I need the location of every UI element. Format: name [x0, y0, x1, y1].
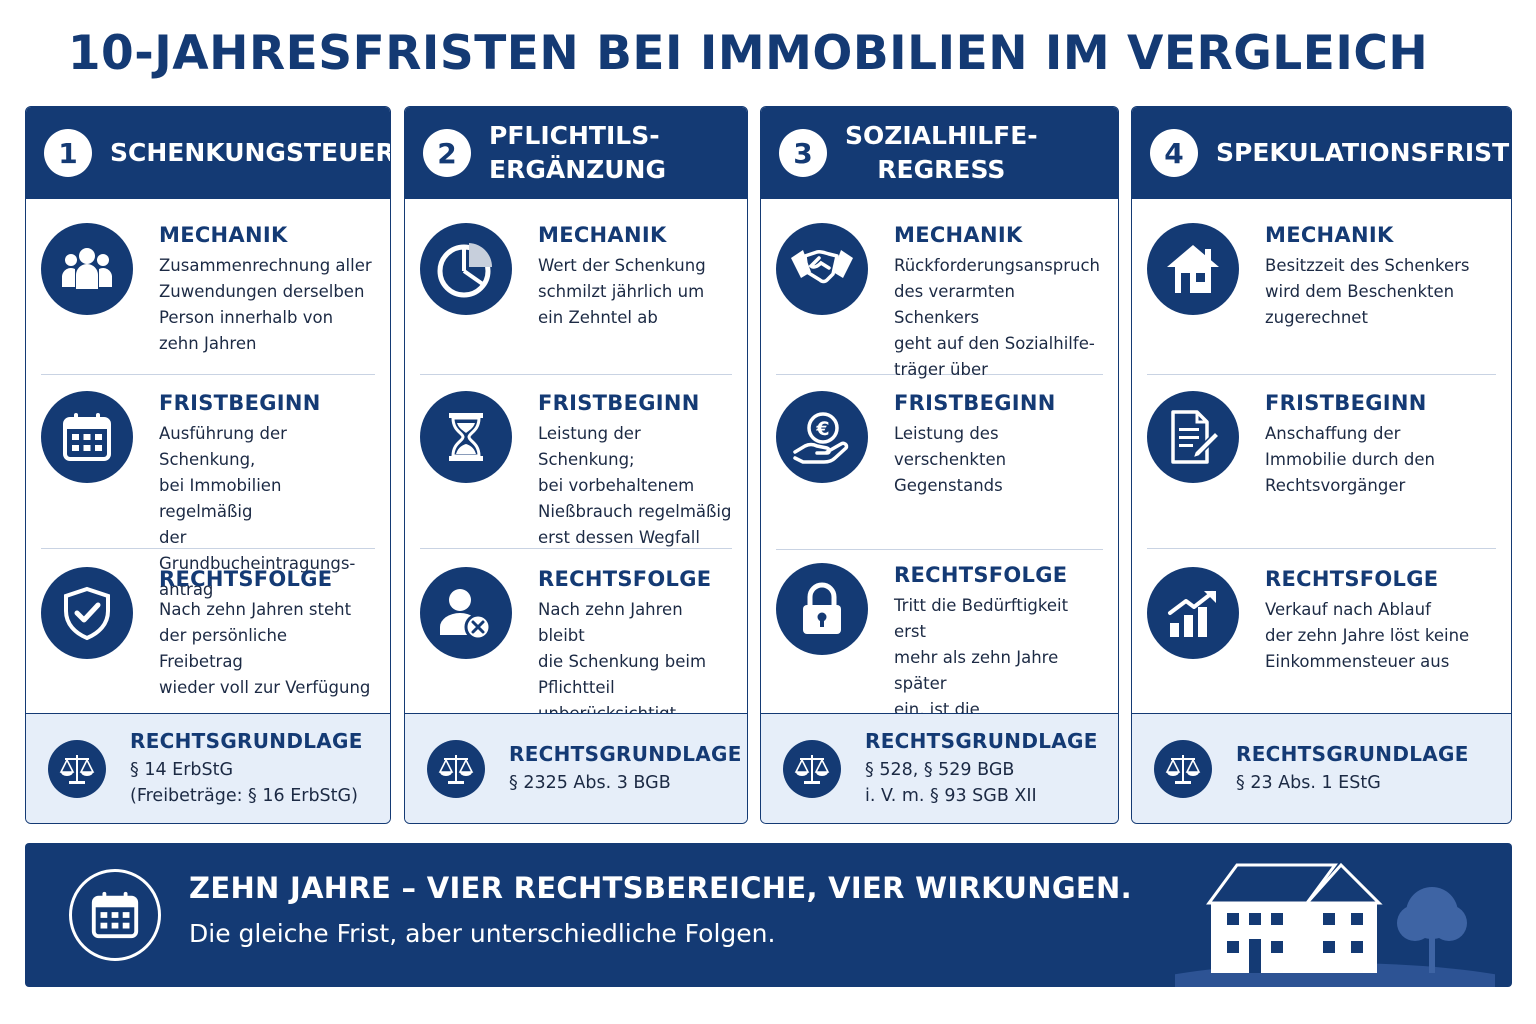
- calendar-icon: [69, 869, 161, 961]
- scales-icon: [48, 739, 106, 798]
- growth-chart-icon: [1147, 567, 1239, 659]
- rechtsfolge-label: RECHTSFOLGE: [538, 567, 712, 591]
- footer-banner: ZEHN JAHRE – VIER RECHTSBEREICHE, VIER W…: [25, 843, 1512, 987]
- number-badge: 1: [44, 129, 92, 177]
- section-rechtsfolge: RECHTSFOLGE Nach zehn Jahren steht der p…: [41, 567, 375, 707]
- rechtsgrundlage-text: § 2325 Abs. 3 BGB: [509, 772, 671, 793]
- column-header: 4 SPEKULATIONSFRIST: [1132, 107, 1511, 199]
- section-rechtsfolge: RECHTSFOLGE Nach zehn Jahren bleibt die …: [420, 567, 732, 723]
- page-title: 10-JAHRESFRISTEN BEI IMMOBILIEN IM VERGL…: [67, 26, 1429, 81]
- rechtsfolge-text: Nach zehn Jahren bleibt die Schenkung be…: [538, 600, 707, 723]
- column-header: 3 SOZIALHILFE- REGRESS: [761, 107, 1118, 199]
- footer-headline: ZEHN JAHRE – VIER RECHTSBEREICHE, VIER W…: [189, 871, 1132, 905]
- separator-line: [776, 549, 1103, 550]
- rechtsgrundlage-text: § 23 Abs. 1 EStG: [1236, 772, 1381, 793]
- rechtsgrundlage-text: § 528, § 529 BGB i. V. m. § 93 SGB XII: [865, 759, 1037, 806]
- section-fristbeginn: € FRISTBEGINN Leistung des verschenkten …: [776, 391, 1103, 655]
- rechtsfolge-label: RECHTSFOLGE: [159, 567, 333, 591]
- mechanik-text: Rückforderungsanspruch des verarmten Sch…: [894, 256, 1101, 379]
- column-title: SCHENKUNGSTEUER: [110, 138, 391, 167]
- fristbeginn-text: Leistung der Schenkung; bei vorbehaltene…: [538, 424, 732, 547]
- section-mechanik: MECHANIK Besitzzeit des Schenkers wird d…: [1147, 223, 1496, 375]
- column-header: 1 SCHENKUNGSTEUER: [26, 107, 390, 199]
- euro-hand-icon: €: [776, 391, 868, 483]
- rechtsgrundlage-label: RECHTSGRUNDLAGE: [865, 728, 1098, 753]
- column-title: SPEKULATIONSFRIST: [1216, 138, 1510, 167]
- column-title: PFLICHTILS- ERGÄNZUNG: [489, 121, 666, 184]
- column-title: SOZIALHILFE- REGRESS: [845, 121, 1038, 184]
- fristbeginn-text: Leistung des verschenkten Gegenstands: [894, 424, 1007, 495]
- section-fristbeginn: FRISTBEGINN Anschaffung der Immobilie du…: [1147, 391, 1496, 549]
- rechtsgrundlage-box: RECHTSGRUNDLAGE § 14 ErbStG (Freibeträge…: [26, 713, 390, 823]
- person-x-icon: [420, 567, 512, 659]
- column-sozialhilferegress: 3 SOZIALHILFE- REGRESS MECHANIK Rückford…: [760, 106, 1119, 824]
- column-header: 2 PFLICHTILS- ERGÄNZUNG: [405, 107, 747, 199]
- section-fristbeginn: FRISTBEGINN Ausführung der Schenkung, be…: [41, 391, 375, 599]
- hourglass-icon: [420, 391, 512, 483]
- fristbeginn-label: FRISTBEGINN: [159, 391, 321, 415]
- column-schenkungsteuer: 1 SCHENKUNGSTEUER MECHANIK Zusammenrechn…: [25, 106, 391, 824]
- rechtsgrundlage-text: § 14 ErbStG (Freibeträge: § 16 ErbStG): [130, 759, 358, 806]
- section-mechanik: MECHANIK Wert der Schenkung schmilzt jäh…: [420, 223, 732, 375]
- rechtsgrundlage-label: RECHTSGRUNDLAGE: [509, 741, 742, 766]
- section-rechtsfolge: RECHTSFOLGE Verkauf nach Ablauf der zehn…: [1147, 567, 1496, 707]
- fristbeginn-text: Ausführung der Schenkung, bei Immobilien…: [159, 424, 356, 599]
- section-rechtsfolge: RECHTSFOLGE Tritt die Bedürftigkeit erst…: [776, 563, 1103, 771]
- number-badge: 4: [1150, 129, 1198, 177]
- section-mechanik: MECHANIK Zusammenrechnung aller Zuwendun…: [41, 223, 375, 375]
- number-badge: 3: [779, 129, 827, 177]
- footer-subline: Die gleiche Frist, aber unterschiedliche…: [189, 919, 776, 948]
- rechtsgrundlage-box: RECHTSGRUNDLAGE § 528, § 529 BGB i. V. m…: [761, 713, 1118, 823]
- fristbeginn-text: Anschaffung der Immobilie durch den Rech…: [1265, 424, 1435, 495]
- handshake-icon: [776, 223, 868, 315]
- rechtsfolge-text: Verkauf nach Ablauf der zehn Jahre löst …: [1265, 600, 1470, 671]
- rechtsgrundlage-box: RECHTSGRUNDLAGE § 2325 Abs. 3 BGB: [405, 713, 747, 823]
- pie-chart-icon: [420, 223, 512, 315]
- mechanik-text: Wert der Schenkung schmilzt jährlich um …: [538, 256, 706, 327]
- rechtsgrundlage-label: RECHTSGRUNDLAGE: [130, 728, 363, 753]
- people-group-icon: [41, 223, 133, 315]
- document-pen-icon: [1147, 391, 1239, 483]
- shield-check-icon: [41, 567, 133, 659]
- lock-icon: [776, 563, 868, 655]
- scales-icon: [427, 739, 485, 798]
- column-pflichtteilsergaenzung: 2 PFLICHTILS- ERGÄNZUNG MECHANIK Wert de…: [404, 106, 748, 824]
- rechtsfolge-label: RECHTSFOLGE: [894, 563, 1068, 587]
- mechanik-label: MECHANIK: [159, 223, 288, 247]
- rechtsgrundlage-label: RECHTSGRUNDLAGE: [1236, 741, 1469, 766]
- number-badge: 2: [423, 129, 471, 177]
- rechtsgrundlage-box: RECHTSGRUNDLAGE § 23 Abs. 1 EStG: [1132, 713, 1511, 823]
- fristbeginn-label: FRISTBEGINN: [1265, 391, 1427, 415]
- fristbeginn-label: FRISTBEGINN: [894, 391, 1056, 415]
- section-mechanik: MECHANIK Rückforderungsanspruch des vera…: [776, 223, 1103, 379]
- house-icon: [1147, 223, 1239, 315]
- mechanik-label: MECHANIK: [894, 223, 1023, 247]
- mechanik-label: MECHANIK: [1265, 223, 1394, 247]
- calendar-icon: [41, 391, 133, 483]
- mechanik-text: Besitzzeit des Schenkers wird dem Besche…: [1265, 256, 1470, 327]
- scales-icon: [1154, 739, 1212, 798]
- rechtsfolge-text: Nach zehn Jahren steht der persönliche F…: [159, 600, 371, 697]
- rechtsfolge-label: RECHTSFOLGE: [1265, 567, 1439, 591]
- svg-text:€: €: [815, 418, 829, 440]
- fristbeginn-label: FRISTBEGINN: [538, 391, 700, 415]
- mechanik-label: MECHANIK: [538, 223, 667, 247]
- mechanik-text: Zusammenrechnung aller Zuwendungen derse…: [159, 256, 372, 353]
- scales-icon: [783, 739, 841, 798]
- section-fristbeginn: FRISTBEGINN Leistung der Schenkung; bei …: [420, 391, 732, 549]
- column-spekulationsfrist: 4 SPEKULATIONSFRIST MECHANIK Besitzzeit …: [1131, 106, 1512, 824]
- house-tree-illustration: [1175, 862, 1495, 987]
